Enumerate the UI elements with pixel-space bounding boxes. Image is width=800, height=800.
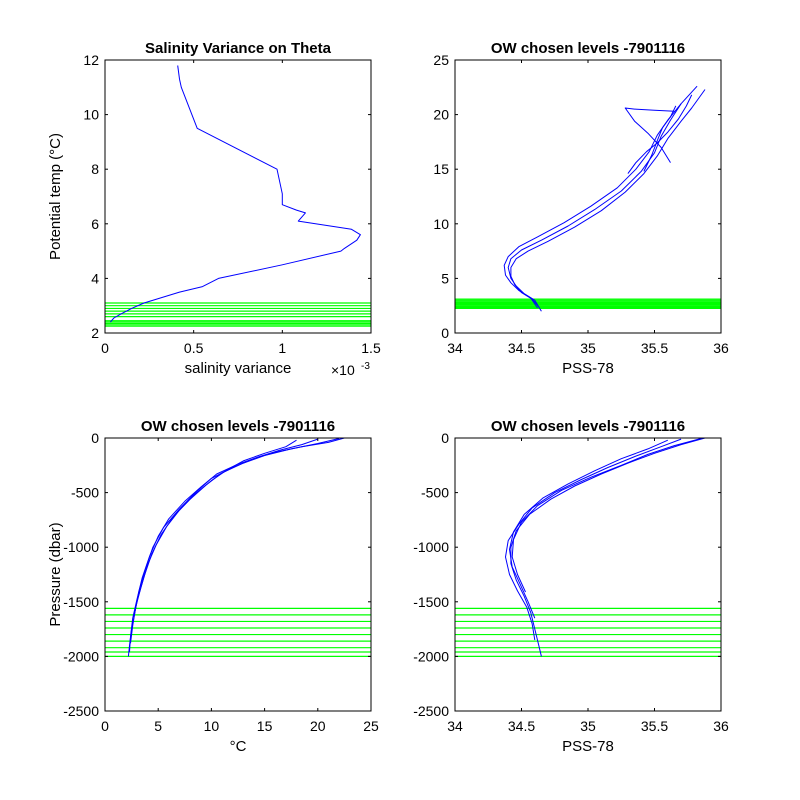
chart-p2-level-lines [455, 298, 721, 310]
chart-p3-profiles [127, 438, 345, 657]
chart-p3-xtick-label-5: 25 [363, 718, 379, 734]
chart-p2-axes-frame [454, 59, 722, 334]
chart-p4-profiles [505, 438, 706, 657]
chart-p4-series-2 [509, 439, 669, 619]
chart-p3-ylabel: Pressure (dbar) [47, 522, 64, 626]
chart-p4-ytick-label-2: -1500 [413, 594, 449, 610]
chart-p1-x-exponent-power: -3 [361, 361, 370, 372]
chart-p1-xlabel: salinity variance [185, 360, 292, 377]
chart-p4-xtick-label-2: 35 [580, 718, 596, 734]
chart-p1-series-0 [109, 65, 361, 323]
chart-p4-series-1 [505, 438, 682, 641]
chart-p4-xtick-label-3: 35.5 [641, 718, 668, 734]
chart-p4-ytick-label-3: -1000 [413, 539, 449, 555]
chart-p2-ytick-label-0: 0 [441, 325, 449, 341]
chart-p1-xtick-label-1: 0.5 [184, 340, 204, 356]
chart-p2-series-3 [643, 105, 677, 172]
chart-p4-title: OW chosen levels -7901116 [491, 418, 685, 435]
chart-p3-ytick-label-1: -2000 [63, 648, 99, 664]
chart-p1-level-lines [105, 302, 371, 327]
chart-p2-xtick-label-3: 35.5 [641, 340, 668, 356]
chart-p1-ytick-label-5: 12 [83, 52, 99, 68]
chart-p2-profiles [503, 85, 706, 312]
chart-p4-series-0 [510, 438, 706, 657]
chart-p2-ytick-label-1: 5 [441, 270, 449, 286]
chart-p3-series-3 [133, 438, 340, 618]
chart-p2-series-4 [624, 107, 675, 163]
chart-p2-xtick-label-4: 36 [713, 340, 729, 356]
chart-p4: 34 34.5 35 35.5 36 -2500 -2000 -1500 -1000 -500 0 O… [413, 418, 729, 755]
chart-p3-ytick-label-3: -1000 [63, 539, 99, 555]
chart-p1-x-exponent: ×10 [331, 362, 355, 378]
chart-p3-level-lines [105, 607, 371, 658]
chart-p4-xlabel: PSS-78 [562, 738, 614, 755]
chart-p1-axes-frame [104, 59, 372, 334]
chart-p1: 0 0.5 1 1.5 2 4 6 8 10 12 Salinity Variance on The… [47, 40, 381, 378]
chart-p2-ytick-label-4: 20 [433, 107, 449, 123]
chart-p2: 34 34.5 35 35.5 36 0 5 10 15 20 25 OW chosen levels… [433, 40, 729, 377]
chart-p3-xtick-label-3: 15 [257, 718, 273, 734]
chart-p2-title: OW chosen levels -7901116 [491, 40, 685, 57]
chart-p4-ytick-label-4: -500 [421, 485, 449, 501]
chart-p3-ytick-label-0: -2500 [63, 703, 99, 719]
chart-p1-ytick-label-2: 6 [91, 216, 99, 232]
chart-p2-ytick-label-3: 15 [433, 161, 449, 177]
chart-p1-ytick-label-4: 10 [83, 107, 99, 123]
chart-p1-ytick-label-1: 4 [91, 270, 99, 286]
chart-p3-ytick-label-4: -500 [71, 485, 99, 501]
chart-p2-xtick-label-2: 35 [580, 340, 596, 356]
chart-p1-ytick-label-3: 8 [91, 161, 99, 177]
chart-p1-xtick-label-2: 1 [278, 340, 286, 356]
chart-p2-ytick-label-2: 10 [433, 216, 449, 232]
chart-p1-title: Salinity Variance on Theta [145, 40, 332, 57]
chart-p4-ytick-label-0: -2500 [413, 703, 449, 719]
chart-p3-xtick-label-1: 5 [154, 718, 162, 734]
chart-p2-xlabel: PSS-78 [562, 360, 614, 377]
chart-p2-xtick-label-0: 34 [447, 340, 463, 356]
chart-p2-series-5 [627, 94, 693, 174]
chart-p1-ytick-label-0: 2 [91, 325, 99, 341]
chart-p3-xtick-label-2: 10 [204, 718, 220, 734]
chart-p4-ytick-label-5: 0 [441, 430, 449, 446]
chart-p1-xtick-label-0: 0 [101, 340, 109, 356]
chart-p3-axes-frame [104, 437, 372, 712]
chart-p4-xtick-label-4: 36 [713, 718, 729, 734]
chart-p2-series-2 [510, 89, 706, 308]
chart-p4-level-lines [455, 607, 721, 658]
chart-p4-series-3 [511, 438, 702, 593]
chart-p3-series-0 [127, 438, 345, 657]
chart-p2-series-1 [503, 103, 682, 309]
chart-p3-ytick-label-2: -1500 [63, 594, 99, 610]
chart-p2-xtick-label-1: 34.5 [508, 340, 535, 356]
chart-p2-ytick-label-5: 25 [433, 52, 449, 68]
chart-p4-xtick-label-0: 34 [447, 718, 463, 734]
chart-p3: 0 5 10 15 20 25 -2500 -2000 -1500 -1000 -500 0 OW ch… [47, 418, 379, 755]
chart-p1-xtick-label-3: 1.5 [361, 340, 381, 356]
chart-p1-profiles [109, 65, 361, 323]
chart-p3-ytick-label-5: 0 [91, 430, 99, 446]
chart-p1-ylabel: Potential temp (°C) [47, 133, 64, 260]
chart-p4-ytick-label-1: -2000 [413, 648, 449, 664]
chart-p3-title: OW chosen levels -7901116 [141, 418, 335, 435]
chart-p3-xtick-label-4: 20 [310, 718, 326, 734]
chart-p3-xlabel: °C [230, 738, 247, 755]
chart-p3-xtick-label-0: 0 [101, 718, 109, 734]
chart-p3-series-1 [129, 438, 318, 653]
chart-p4-xtick-label-1: 34.5 [508, 718, 535, 734]
